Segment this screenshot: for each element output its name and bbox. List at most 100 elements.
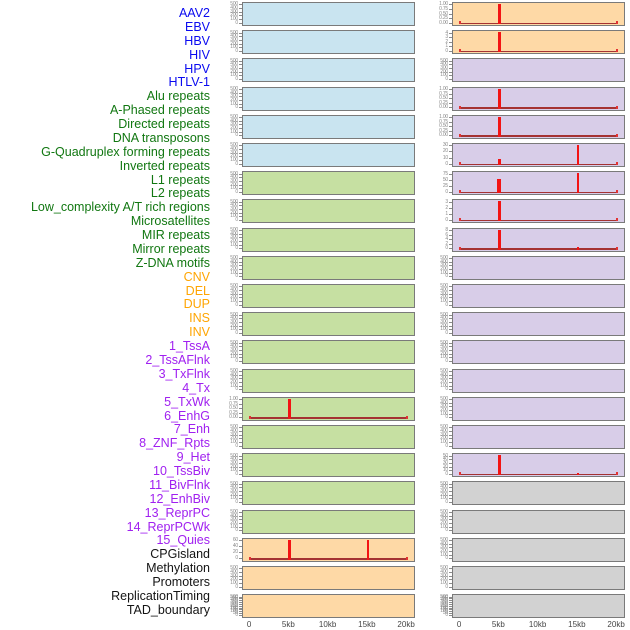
y-tick-label: 0 (445, 216, 448, 223)
y-tick-mark (449, 491, 452, 493)
y-tick-mark (449, 50, 452, 52)
y-tick-mark (449, 261, 452, 263)
y-tick-label: 400 (230, 456, 238, 463)
y-tick-label: 0 (235, 329, 238, 336)
y-tick-mark (239, 78, 242, 80)
y-tick-mark (239, 455, 242, 457)
y-axis-ticks: 500 400 300 200 100 0 (208, 115, 242, 139)
y-tick-label: 0 (235, 132, 238, 139)
signal-spike (576, 473, 580, 476)
y-tick-mark (239, 412, 242, 414)
y-tick-mark (239, 473, 242, 475)
y-tick-mark (449, 547, 452, 549)
y-tick-mark (449, 248, 452, 250)
y-tick-mark (449, 353, 452, 355)
y-tick-label: 400 (230, 61, 238, 68)
y-axis-ticks: 500 400 300 200 100 0 (418, 566, 452, 590)
y-tick-label: 300 (230, 572, 238, 579)
y-tick-label: 100 (230, 326, 238, 333)
y-tick-label: 100 (440, 579, 448, 586)
signal-edge-tick (459, 190, 462, 194)
track-panel (242, 58, 415, 83)
y-tick-label: 0.00 (439, 132, 448, 139)
track-panel (242, 86, 415, 111)
y-tick-mark (239, 501, 242, 503)
y-tick-label: 300 (230, 375, 238, 382)
track-panel (242, 2, 415, 26)
y-tick-label: 20 (442, 148, 448, 155)
y-tick-label: 1 (445, 43, 448, 50)
y-tick-mark (449, 41, 452, 43)
y-tick-mark (239, 602, 242, 604)
y-tick-mark (239, 188, 242, 190)
y-tick-mark (449, 297, 452, 299)
y-tick-label: 2 (445, 204, 448, 211)
y-tick-mark (449, 117, 452, 119)
y-tick-mark (449, 598, 452, 600)
y-tick-label: 8 (445, 226, 448, 233)
y-tick-mark (239, 237, 242, 239)
track-label: L1 repeats (150, 172, 210, 187)
y-tick-label: 0 (445, 47, 448, 54)
signal-edge-tick (615, 162, 618, 165)
signal-spike (576, 145, 580, 165)
signal-edge-tick (405, 556, 408, 560)
y-tick-mark (449, 522, 452, 524)
y-tick-label: 1.00 (439, 1, 448, 8)
y-tick-label: 400 (230, 569, 238, 576)
y-tick-mark (449, 603, 452, 605)
x-tick-label: 20kb (607, 619, 625, 629)
y-tick-mark (449, 304, 452, 306)
y-tick-label: 300 (440, 375, 448, 382)
signal-baseline (250, 417, 408, 419)
y-tick-label: 200 (230, 153, 238, 160)
y-tick-mark (239, 128, 242, 130)
y-tick-label: 400 (440, 484, 448, 491)
track-panel (452, 227, 625, 252)
track-label: HBV (184, 33, 210, 48)
y-tick-label: 300 (230, 206, 238, 213)
y-tick-mark (449, 332, 452, 334)
y-tick-label: 400 (230, 371, 238, 378)
y-tick-mark (239, 417, 242, 419)
y-tick-label: 400 (230, 89, 238, 96)
signal-spike (366, 540, 370, 560)
track-panel (242, 284, 415, 308)
track-label: 12_EnhBiv (149, 491, 210, 506)
y-tick-label: 0 (235, 498, 238, 505)
y-tick-label: 200 (230, 322, 238, 329)
y-tick-mark (449, 614, 452, 616)
y-tick-label: 300 (440, 65, 448, 72)
y-tick-label: 100 (440, 608, 448, 615)
track-label: Low_complexity A/T rich regions (30, 200, 210, 215)
track-label: 14_ReprPCWk (126, 519, 210, 534)
signal-spike (497, 4, 502, 24)
track-label: Alu repeats (146, 89, 210, 104)
track-label: MIR repeats (141, 228, 210, 243)
y-tick-label: 2 (445, 240, 448, 247)
y-tick-label: 100 (440, 438, 448, 445)
y-tick-mark (449, 406, 452, 408)
y-tick-mark (449, 191, 452, 193)
y-tick-label: 500 (230, 452, 238, 459)
y-tick-mark (239, 152, 242, 154)
y-tick-label: 0.50 (439, 95, 448, 102)
y-tick-mark (239, 522, 242, 524)
y-tick-label: 500 (230, 255, 238, 262)
y-tick-mark (239, 159, 242, 161)
y-tick-mark (449, 483, 452, 485)
y-tick-mark (239, 540, 242, 542)
y-axis-ticks: 500 400 300 200 100 0 (418, 481, 452, 505)
y-tick-label: 350 (440, 599, 448, 606)
y-tick-label: 100 (230, 608, 238, 615)
y-tick-mark (239, 71, 242, 73)
y-tick-label: 300 (230, 93, 238, 100)
track-label: Mirror repeats (132, 241, 210, 256)
y-tick-label: 300 (440, 290, 448, 297)
y-tick-label: 300 (440, 431, 448, 438)
track-panel (452, 537, 625, 562)
y-tick-label: 0 (445, 273, 448, 280)
y-tick-mark (239, 117, 242, 119)
y-tick-mark (449, 342, 452, 344)
y-tick-label: 500 (230, 226, 238, 233)
